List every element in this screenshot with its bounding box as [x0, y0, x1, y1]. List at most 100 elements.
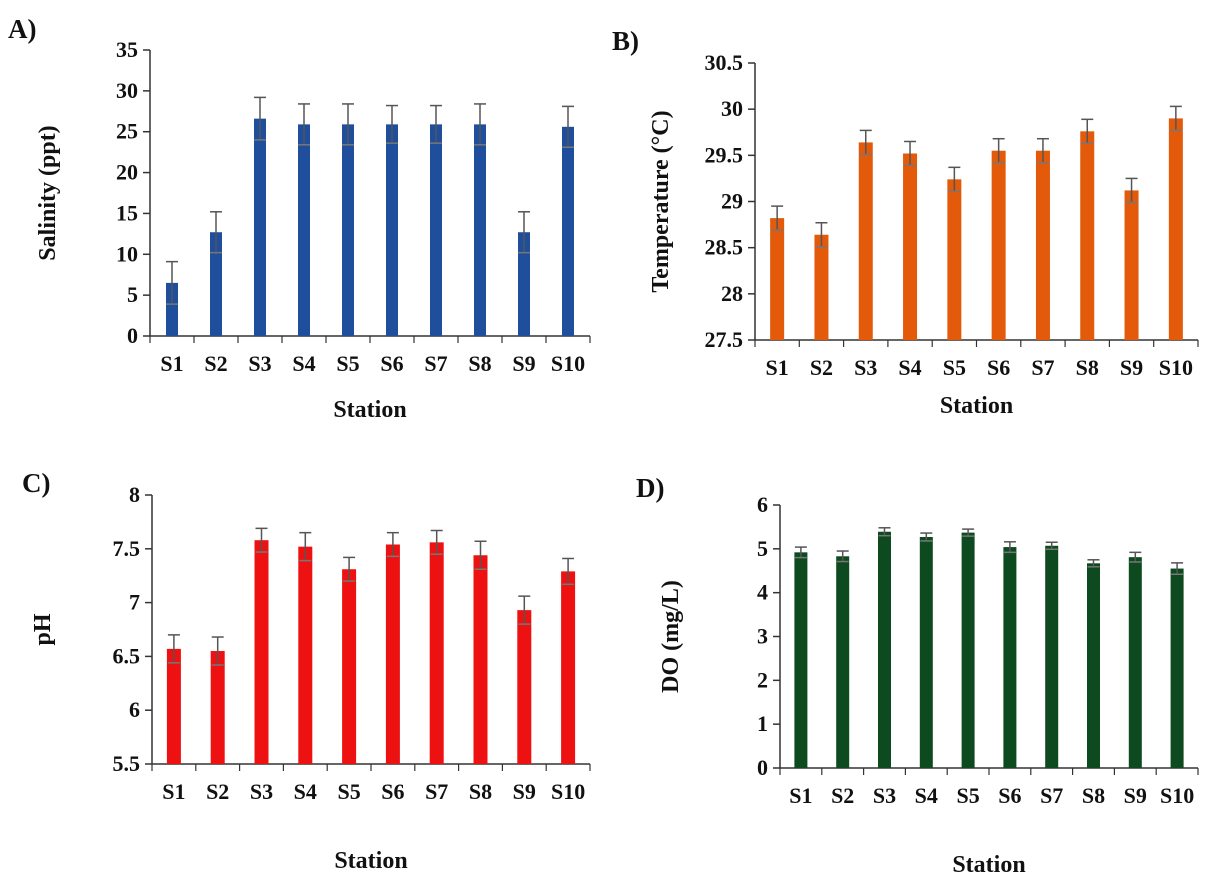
- y-tick-label: 6: [129, 697, 140, 722]
- bar-S9: [1128, 557, 1142, 768]
- y-axis-title: pH: [30, 613, 56, 645]
- bar-S3: [254, 118, 266, 336]
- error-bar-S10: [562, 105, 574, 148]
- y-tick-label: 30: [721, 96, 743, 121]
- y-tick-label: 7: [129, 590, 140, 615]
- x-tick-label: S4: [898, 355, 921, 380]
- y-tick-label: 35: [116, 37, 138, 62]
- error-bar-S5: [962, 528, 975, 537]
- x-tick-label: S2: [206, 779, 229, 804]
- error-bar-S5: [342, 103, 354, 146]
- y-axis-title: DO (mg/L): [658, 580, 684, 693]
- error-bar-S1: [167, 634, 180, 664]
- x-tick-label: S4: [915, 783, 938, 808]
- error-bar-S1: [166, 260, 178, 305]
- x-tick-label: S10: [551, 779, 585, 804]
- y-tick-label: 1: [757, 711, 768, 736]
- chart-panel-2: B) 27.5 28 28.5 29 29.5 30 30.5 S1 S2 S3 S4 S5 S6 S7 S8…: [612, 26, 1199, 419]
- y-tick-label: 2: [757, 667, 768, 692]
- bar-S1: [770, 218, 785, 340]
- bar-S8: [473, 555, 488, 764]
- bar-S1: [166, 648, 181, 764]
- x-tick-label: S9: [1124, 783, 1147, 808]
- bar-S8: [1087, 563, 1100, 768]
- error-bar-S7: [1036, 137, 1049, 164]
- bar-S4: [919, 536, 933, 768]
- error-bar-S6: [1003, 541, 1016, 554]
- error-bar-S8: [1081, 118, 1094, 145]
- error-bar-S10: [562, 557, 575, 586]
- x-tick-label: S1: [160, 351, 183, 376]
- bar-S2: [814, 234, 829, 340]
- x-tick-label: S10: [1159, 355, 1193, 380]
- bar-S9: [517, 610, 532, 764]
- bar-S3: [858, 142, 873, 340]
- y-tick-label: 28.5: [705, 235, 744, 260]
- error-bar-S2: [815, 221, 828, 248]
- error-bar-S4: [299, 531, 312, 562]
- error-bar-S2: [211, 636, 224, 666]
- error-bar-S4: [298, 103, 310, 146]
- error-bar-S4: [920, 532, 933, 542]
- x-tick-label: S6: [380, 351, 403, 376]
- x-tick-label: S3: [248, 351, 271, 376]
- x-tick-label: S10: [551, 351, 585, 376]
- bar-S5: [342, 569, 357, 764]
- x-tick-label: S7: [1031, 355, 1054, 380]
- bar-S2: [210, 651, 225, 764]
- x-tick-label: S1: [766, 355, 789, 380]
- x-tick-label: S6: [381, 779, 404, 804]
- bar-S1: [794, 552, 808, 768]
- y-tick-label: 4: [757, 580, 768, 605]
- error-bar-S1: [771, 205, 784, 231]
- x-tick-label: S7: [424, 351, 447, 376]
- chart-panel-1: A) 0 5 10 15 20 25 30 35 S1 S2 S3 S4 S5 S6 S7 S8 S9 S10 Sta…: [8, 14, 591, 423]
- y-tick-label: 3: [757, 624, 768, 649]
- error-bar-S10: [1169, 105, 1182, 132]
- bar-S6: [386, 124, 398, 336]
- y-tick-label: 10: [116, 241, 138, 266]
- error-bar-S8: [474, 103, 486, 146]
- bar-S2: [836, 556, 850, 768]
- x-axis-title: Station: [952, 852, 1025, 875]
- chart-panel-4: D) 0 1 2 3 4 5 6 S1 S2 S3 S4 S5 S6 S7 S8 S9 S10 Station DO …: [636, 473, 1199, 875]
- x-tick-label: S5: [337, 779, 360, 804]
- error-bar-S10: [1171, 562, 1184, 576]
- y-tick-label: 7.5: [113, 536, 141, 561]
- bar-S1: [166, 282, 178, 336]
- bar-S3: [878, 531, 891, 768]
- panel-label: A): [8, 14, 37, 44]
- bar-S4: [298, 546, 313, 764]
- panel-label: B): [612, 26, 639, 56]
- y-tick-label: 29.5: [705, 142, 744, 167]
- y-tick-label: 30: [116, 78, 138, 103]
- x-tick-label: S6: [998, 783, 1021, 808]
- y-tick-label: 25: [116, 119, 138, 144]
- error-bar-S5: [948, 166, 961, 193]
- x-axis-title: Station: [940, 393, 1013, 419]
- bar-S7: [430, 124, 442, 336]
- x-tick-label: S4: [292, 351, 315, 376]
- bar-S6: [385, 544, 400, 764]
- error-bar-S5: [343, 556, 356, 582]
- y-tick-label: 5: [127, 282, 138, 307]
- y-axis-title: Temperature (°C): [648, 110, 674, 292]
- x-tick-label: S8: [468, 351, 491, 376]
- x-tick-label: S7: [425, 779, 448, 804]
- error-bar-S3: [254, 96, 266, 141]
- x-tick-label: S2: [810, 355, 833, 380]
- bar-S8: [1080, 131, 1095, 340]
- x-tick-label: S9: [1120, 355, 1143, 380]
- error-bar-S2: [836, 550, 849, 563]
- x-tick-label: S9: [512, 351, 535, 376]
- y-tick-label: 6.5: [113, 643, 141, 668]
- x-axis-title: Station: [334, 848, 407, 874]
- error-bar-S2: [210, 211, 222, 254]
- x-tick-label: S3: [873, 783, 896, 808]
- error-bar-S3: [859, 129, 872, 156]
- y-tick-label: 30.5: [705, 50, 744, 75]
- bar-S10: [561, 571, 576, 764]
- x-axis-title: Station: [333, 397, 406, 423]
- error-bar-S3: [255, 527, 268, 553]
